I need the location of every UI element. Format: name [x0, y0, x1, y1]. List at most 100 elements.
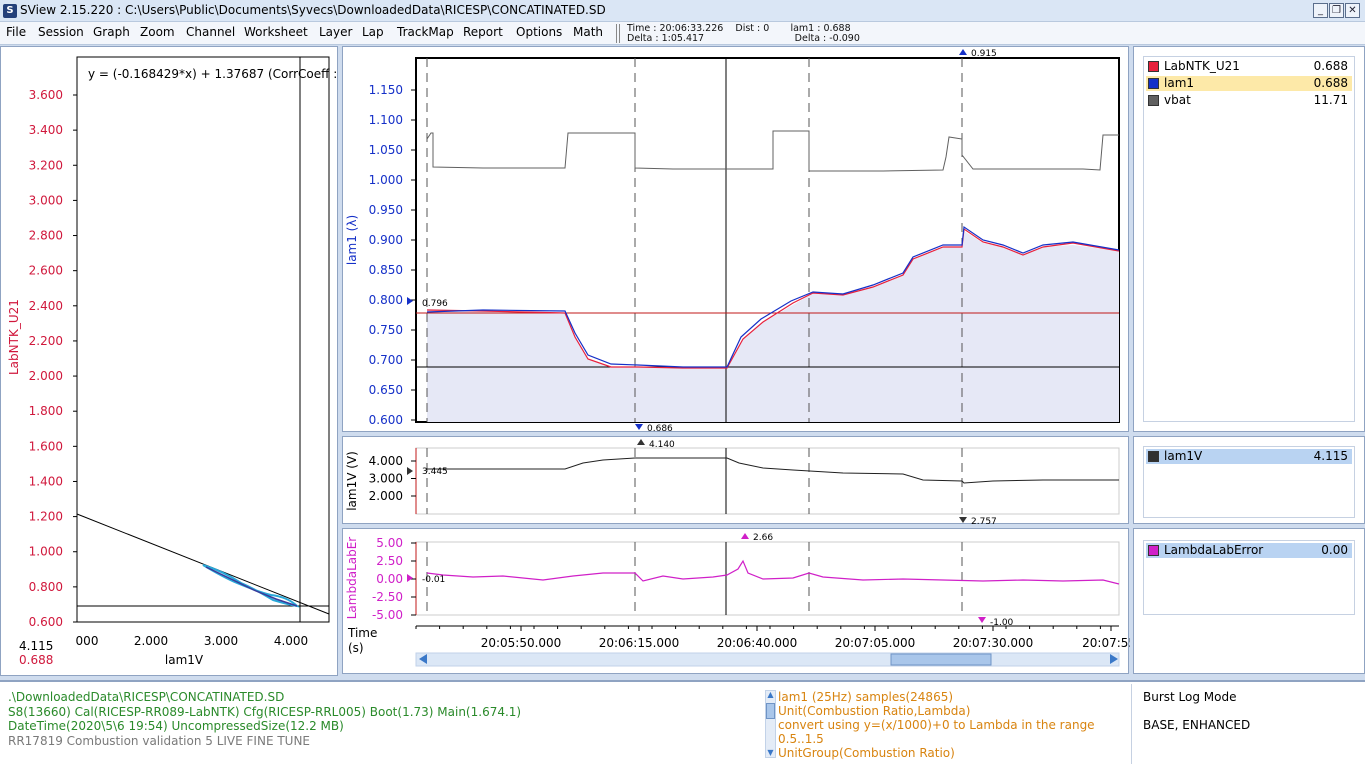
- legend-name: lam1: [1164, 76, 1195, 90]
- y-tick: 0.600: [369, 413, 403, 427]
- y-tick: 1.100: [369, 113, 403, 127]
- menu-session[interactable]: Session: [38, 25, 84, 39]
- time-axis-unit: (s): [348, 641, 364, 655]
- legend-name: vbat: [1164, 93, 1191, 107]
- minimize-button[interactable]: _: [1313, 3, 1328, 18]
- scatter-points-dense: [205, 566, 298, 607]
- scatter-readout-y: 0.688: [19, 653, 53, 667]
- lam1-chart[interactable]: lam1 (λ) 1.150 1.100 1.050 1.000 0.950 0.900 0…: [343, 47, 1130, 433]
- legend-item-lambdalaberror[interactable]: LambdaLabError 0.00: [1146, 543, 1352, 558]
- cursor-info-line2: Delta : 1:05.417 Delta : -0.090: [627, 33, 860, 44]
- scatter-plot[interactable]: LabNTK_U21 3.600 3.400 3.200 3.000 2.800 2.60…: [1, 47, 339, 677]
- scatter-ylabel: LabNTK_U21: [7, 299, 21, 375]
- lam1v-trace: [427, 457, 1119, 484]
- lam1v-start-icon: [407, 467, 413, 475]
- scatter-panel[interactable]: LabNTK_U21 3.600 3.400 3.200 3.000 2.800 2.60…: [0, 46, 338, 676]
- menu-channel[interactable]: Channel: [186, 25, 236, 39]
- time-tick: 20:05:50.000: [481, 636, 562, 650]
- y-tick: 0.700: [369, 353, 403, 367]
- legend-item-vbat[interactable]: vbat 11.71: [1146, 93, 1352, 108]
- channel-info-line: convert using y=(x/1000)+0 to Lambda in …: [778, 718, 1095, 732]
- vbat-trace: [426, 130, 1119, 172]
- lam1-trace: [426, 225, 1120, 368]
- menu-math[interactable]: Math: [573, 25, 604, 39]
- menu-zoom[interactable]: Zoom: [140, 25, 175, 39]
- channel-info-thumb[interactable]: [766, 703, 775, 719]
- time-scrollbar[interactable]: [415, 652, 1120, 667]
- lam1-y-ticks: 1.150 1.100 1.050 1.000 0.950 0.900 0.850 0.800…: [369, 83, 416, 427]
- y-tick: 0.800: [369, 293, 403, 307]
- scroll-down-icon[interactable]: ▼: [767, 748, 774, 757]
- legend-mid-panel: lam1V 4.115: [1133, 436, 1365, 524]
- burst-log-modes: BASE, ENHANCED: [1143, 718, 1251, 732]
- time-axis-label: Time: [347, 626, 377, 640]
- legend-item-labntk[interactable]: LabNTK_U21 0.688: [1146, 59, 1352, 74]
- menu-trackmap[interactable]: TrackMap: [397, 25, 454, 39]
- legend-item-lam1v[interactable]: lam1V 4.115: [1146, 449, 1352, 464]
- lambdalaber-min-icon: [978, 617, 986, 623]
- channel-info-line: 0.5..1.5: [778, 732, 824, 746]
- lam1v-y-ticks: 4.000 3.000 2.000: [369, 454, 416, 503]
- session-path: .\DownloadedData\RICESP\CONCATINATED.SD: [8, 690, 285, 704]
- legend-mid-list: lam1V 4.115: [1143, 446, 1355, 518]
- legend-name: lam1V: [1164, 449, 1203, 463]
- legend-swatch: [1148, 61, 1159, 72]
- lam1-start-value: 0.796: [422, 299, 448, 309]
- lap-markers-bottom: [426, 542, 963, 615]
- lambdalaber-chart-panel[interactable]: LambdaLabEr 5.00 2.50 0.00 -2.50 -5.00 2.66 …: [342, 528, 1130, 675]
- channel-info-line: lam1 (25Hz) samples(24865): [778, 690, 954, 704]
- lam1-chart-panel[interactable]: lam1 (λ) 1.150 1.100 1.050 1.000 0.950 0.900 0…: [342, 46, 1130, 433]
- scatter-y-tick: 0.800: [29, 580, 63, 594]
- menu-worksheet[interactable]: Worksheet: [244, 25, 308, 39]
- sview-logo-icon: S: [3, 4, 17, 18]
- scroll-right-icon[interactable]: [1110, 654, 1118, 664]
- scatter-y-tick: 3.600: [29, 88, 63, 102]
- scatter-y-tick: 2.800: [29, 229, 63, 243]
- y-tick: 1.150: [369, 83, 403, 97]
- lam1v-max-icon: [637, 439, 645, 445]
- scatter-y-tick: 1.600: [29, 439, 63, 453]
- y-tick: 0.650: [369, 383, 403, 397]
- scatter-y-tick: 0.600: [29, 615, 63, 629]
- menu-lap[interactable]: Lap: [362, 25, 384, 39]
- legend-bottom-list: LambdaLabError 0.00: [1143, 540, 1355, 615]
- window-title: SView 2.15.220 : C:\Users\Public\Documen…: [20, 3, 606, 17]
- y-tick: 2.000: [369, 489, 403, 503]
- max-marker-icon: [959, 49, 967, 55]
- restore-button[interactable]: ❐: [1329, 3, 1344, 18]
- start-marker-icon: [407, 297, 413, 305]
- legend-item-lam1[interactable]: lam1 0.688: [1146, 76, 1352, 91]
- lambdalaber-chart[interactable]: LambdaLabEr 5.002.500.00-2.50-5.00 2.66 …: [343, 529, 1130, 675]
- scatter-plot-area: [76, 56, 330, 623]
- lam1v-ylabel: lam1V (V): [345, 451, 359, 511]
- channel-info-line: Unit(Combustion Ratio,Lambda): [778, 704, 971, 718]
- scroll-up-icon[interactable]: ▲: [767, 690, 774, 699]
- lam1v-chart[interactable]: lam1V (V) 4.000 3.000 2.000 4.140 2.757 3.…: [343, 437, 1130, 525]
- legend-top-panel: LabNTK_U21 0.688 lam1 0.688 vbat 11.71: [1133, 46, 1365, 432]
- info-area: [0, 680, 1365, 768]
- legend-bottom-panel: LambdaLabError 0.00: [1133, 528, 1365, 674]
- legend-value: 4.115: [1313, 449, 1348, 463]
- legend-value: 11.71: [1313, 93, 1348, 107]
- scroll-left-icon[interactable]: [419, 654, 427, 664]
- lambdalaber-trace: [426, 559, 1120, 585]
- lambdalaber-ylabel: LambdaLabEr: [345, 537, 359, 620]
- channel-info-scrollbar[interactable]: ▲ ▼: [765, 690, 776, 758]
- scatter-x-ticks: 000 2.000 3.000 4.000: [76, 634, 309, 648]
- menu-report[interactable]: Report: [463, 25, 503, 39]
- y-tick: 0.850: [369, 263, 403, 277]
- lam1v-chart-panel[interactable]: lam1V (V) 4.000 3.000 2.000 4.140 2.757 3.…: [342, 436, 1130, 525]
- scroll-thumb[interactable]: [890, 653, 992, 666]
- close-button[interactable]: ✕: [1345, 3, 1360, 18]
- legend-top-list: LabNTK_U21 0.688 lam1 0.688 vbat 11.71: [1143, 56, 1355, 422]
- menu-graph[interactable]: Graph: [93, 25, 130, 39]
- menu-file[interactable]: File: [6, 25, 27, 39]
- y-tick: 1.050: [369, 143, 403, 157]
- menu-bar: File Session Graph Zoom Channel Workshee…: [0, 22, 1365, 45]
- menu-options[interactable]: Options: [516, 25, 563, 39]
- menu-layer[interactable]: Layer: [319, 25, 353, 39]
- y-tick: 1.000: [369, 173, 403, 187]
- scatter-y-tick: 2.400: [29, 299, 63, 313]
- y-tick: -5.00: [372, 608, 403, 622]
- scatter-xlabel: lam1V: [165, 653, 204, 667]
